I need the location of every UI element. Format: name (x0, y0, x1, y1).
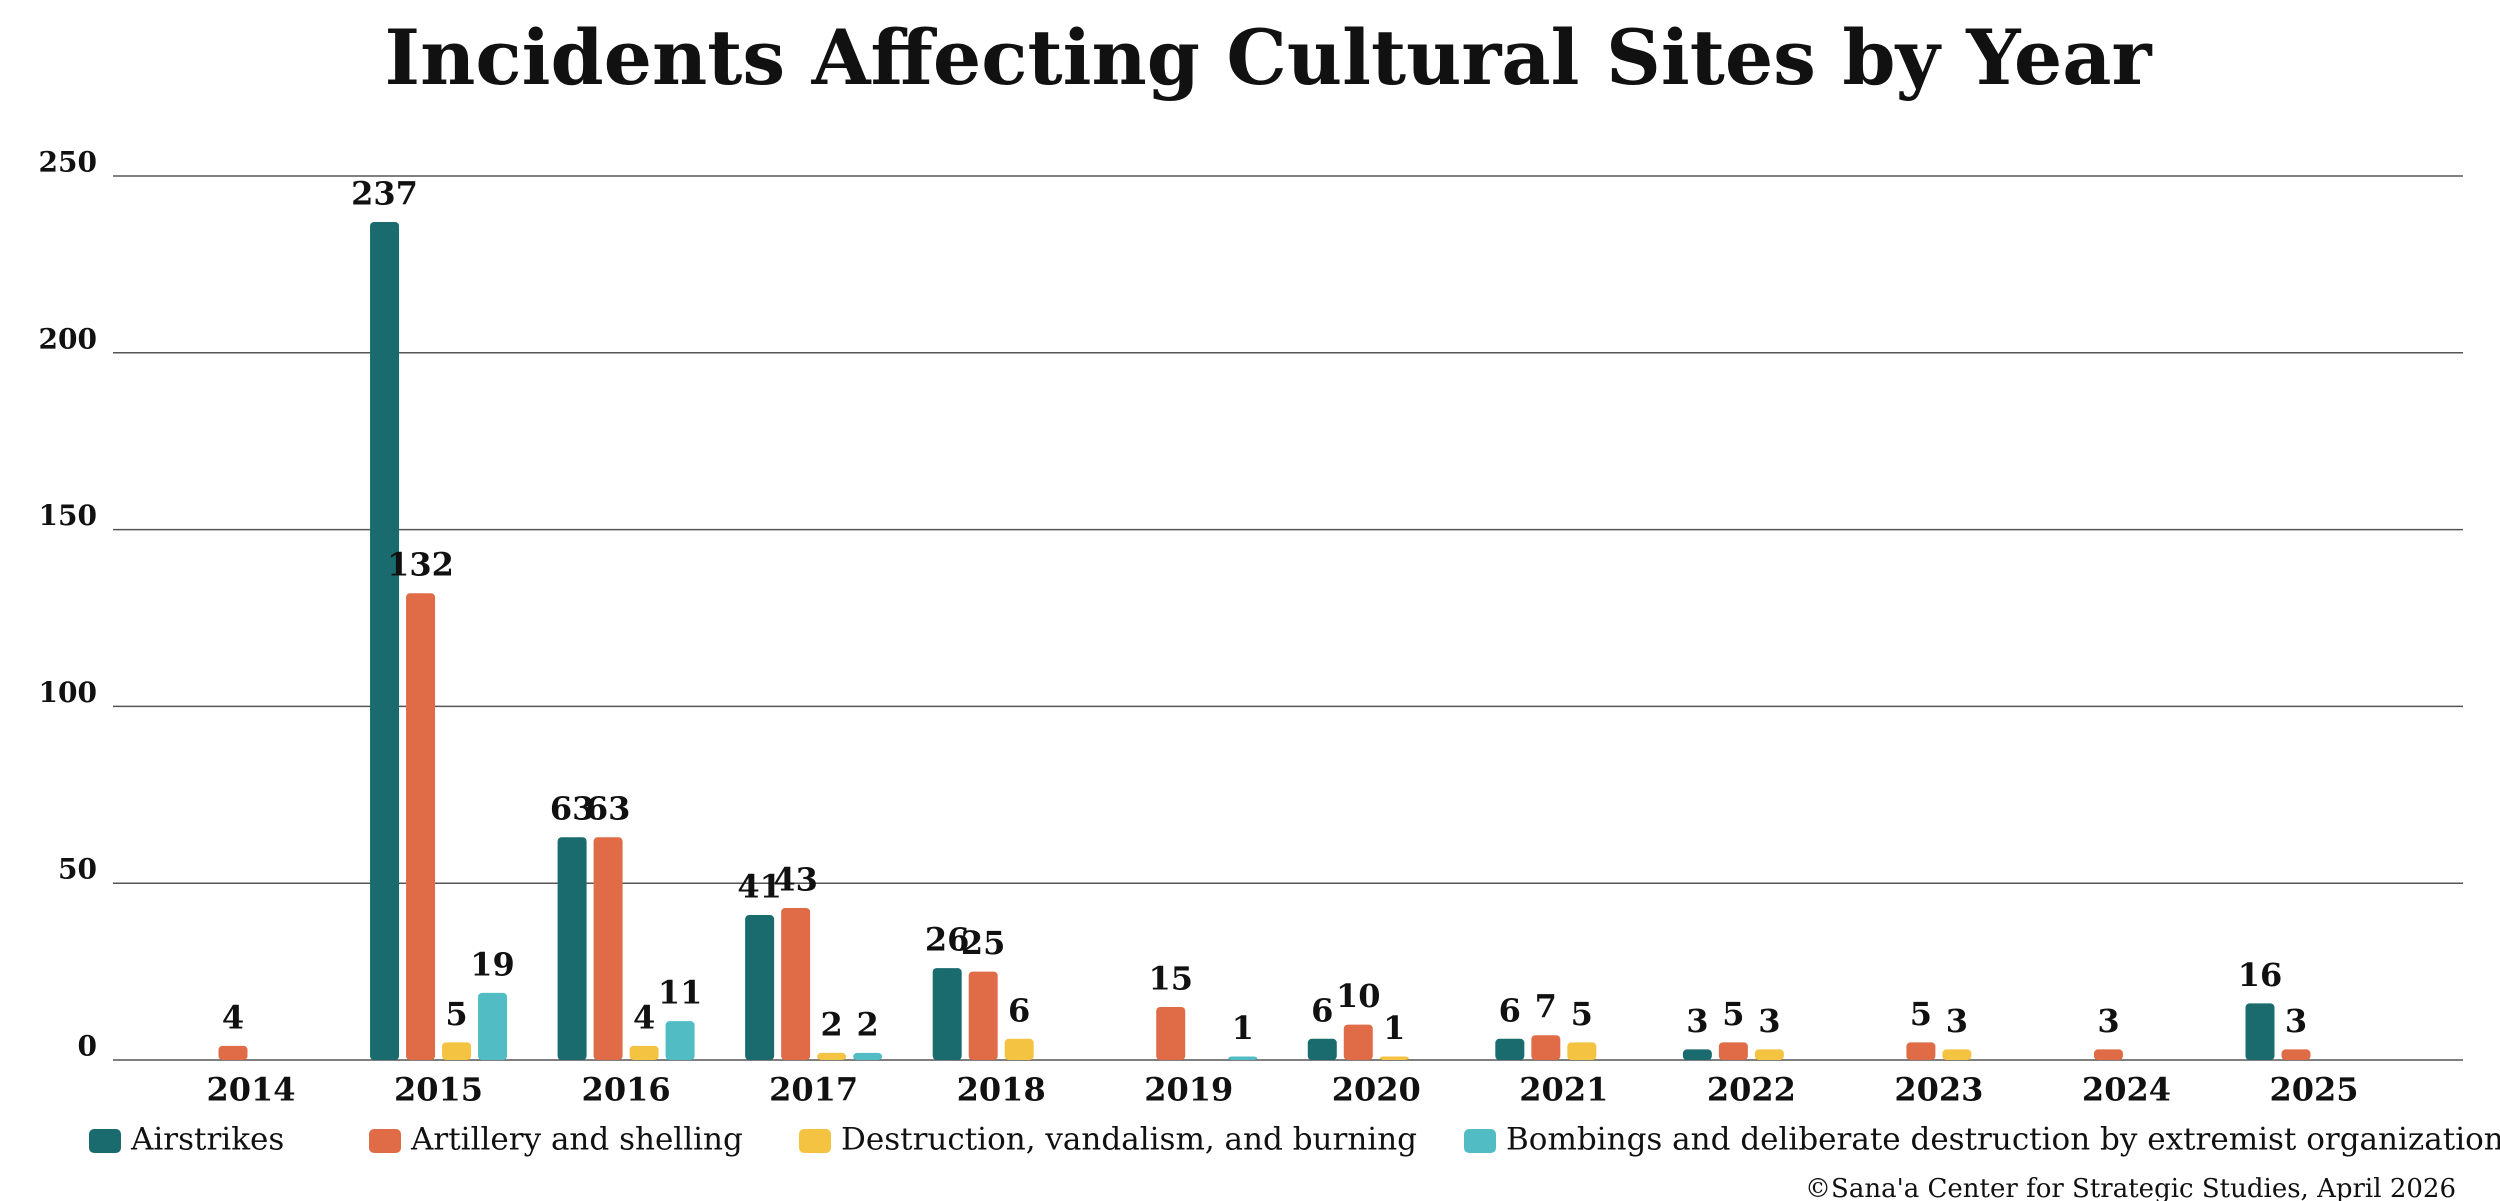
x-tick-label: 2023 (1894, 1071, 1983, 1109)
bar (1754, 1049, 1784, 1060)
bar (218, 1045, 248, 1060)
bar (1682, 1049, 1712, 1060)
value-label: 6 (1499, 991, 1521, 1029)
bar (1495, 1038, 1525, 1060)
bar (593, 837, 623, 1060)
bar (932, 968, 962, 1060)
legend-swatch (1464, 1129, 1496, 1153)
bar (1156, 1006, 1186, 1060)
bar (1307, 1038, 1337, 1060)
bar (478, 992, 508, 1060)
value-label: 3 (1946, 1002, 1968, 1040)
x-tick-label: 2017 (769, 1071, 858, 1109)
bar (1379, 1056, 1409, 1060)
value-label: 1 (1232, 1009, 1254, 1047)
value-label: 5 (1571, 995, 1593, 1033)
y-tick-label: 0 (78, 1030, 97, 1063)
bar (2281, 1049, 2311, 1060)
value-label: 11 (658, 974, 703, 1012)
x-tick-label: 2021 (1519, 1071, 1608, 1109)
value-label: 3 (1686, 1002, 1708, 1040)
x-tick-label: 2020 (1332, 1071, 1421, 1109)
x-tick-label: 2025 (2269, 1071, 2358, 1109)
legend-label: Destruction, vandalism, and burning (841, 1122, 1417, 1158)
value-label: 15 (1148, 959, 1193, 997)
value-label: 16 (2238, 956, 2283, 994)
bar (1004, 1038, 1034, 1060)
y-tick-label: 100 (39, 676, 97, 709)
bar (1567, 1042, 1597, 1060)
value-label: 43 (773, 860, 818, 898)
value-label: 237 (351, 174, 418, 212)
value-label: 25 (961, 924, 1006, 962)
bar (853, 1052, 883, 1060)
bar (817, 1052, 847, 1060)
bar (2245, 1003, 2275, 1060)
bar (1906, 1042, 1936, 1060)
x-tick-label: 2024 (2082, 1071, 2171, 1109)
legend-swatch (369, 1129, 401, 1153)
y-tick-label: 150 (39, 499, 97, 532)
legend-label: Artillery and shelling (410, 1122, 743, 1158)
value-label: 10 (1336, 977, 1381, 1015)
value-label: 132 (387, 546, 454, 584)
value-label: 7 (1535, 988, 1557, 1026)
value-label: 41 (737, 868, 782, 906)
value-label: 5 (1722, 995, 1744, 1033)
x-tick-label: 2022 (1707, 1071, 1796, 1109)
value-label: 2 (857, 1005, 879, 1043)
bar (370, 221, 400, 1060)
value-label: 6 (1008, 991, 1030, 1029)
value-label: 5 (1910, 995, 1932, 1033)
bar (1343, 1024, 1373, 1060)
source-note: ©Sana'a Center for Strategic Studies, Ap… (1805, 1174, 2456, 1201)
value-label: 63 (550, 790, 595, 828)
bar (1531, 1035, 1561, 1060)
legend-swatch (799, 1129, 831, 1153)
value-label: 3 (2285, 1002, 2307, 1040)
bar (1228, 1056, 1258, 1060)
bar (781, 907, 811, 1060)
x-tick-label: 2015 (394, 1071, 483, 1109)
y-tick-label: 50 (58, 853, 97, 886)
legend-swatch (89, 1129, 121, 1153)
value-label: 63 (586, 790, 631, 828)
y-tick-label: 200 (39, 322, 97, 355)
bar (2093, 1049, 2123, 1060)
value-label: 3 (1758, 1002, 1780, 1040)
bar (1942, 1049, 1972, 1060)
bar (1718, 1042, 1748, 1060)
bar (406, 593, 436, 1060)
x-tick-label: 2019 (1144, 1071, 1233, 1109)
value-label: 1 (1383, 1009, 1405, 1047)
value-label: 26 (925, 921, 970, 959)
value-label: 3 (2097, 1002, 2119, 1040)
value-label: 4 (222, 998, 244, 1036)
value-label: 19 (470, 945, 515, 983)
legend-label: Bombings and deliberate destruction by e… (1506, 1122, 2500, 1158)
bar (745, 915, 775, 1060)
bar (968, 971, 998, 1060)
chart-title: Incidents Affecting Cultural Sites by Ye… (385, 13, 2153, 102)
value-label: 2 (821, 1005, 843, 1043)
legend-label: Airstrikes (130, 1122, 284, 1158)
bar (629, 1045, 659, 1060)
bar (557, 837, 587, 1060)
bar (665, 1021, 695, 1060)
value-label: 5 (445, 995, 467, 1033)
x-tick-label: 2016 (582, 1071, 671, 1109)
bar (442, 1042, 472, 1060)
value-label: 6 (1311, 991, 1333, 1029)
x-tick-label: 2018 (957, 1071, 1046, 1109)
value-label: 4 (633, 998, 655, 1036)
x-tick-label: 2014 (206, 1071, 295, 1109)
y-tick-label: 250 (39, 146, 97, 179)
